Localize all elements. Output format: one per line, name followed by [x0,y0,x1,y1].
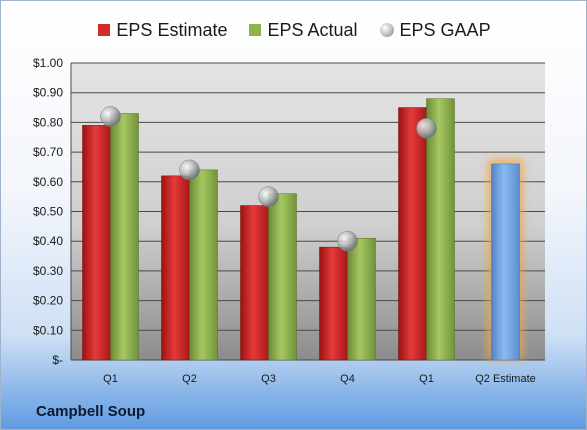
legend-item-actual: EPS Actual [249,19,358,41]
bar-eps-actual [189,169,218,361]
y-tick-label: $0.40 [33,234,63,248]
bar-eps-estimate [240,205,269,361]
legend-label-estimate: EPS Estimate [116,19,228,40]
bar-eps-estimate [398,107,427,361]
eps-chart: $1.00 $0.90 $0.80 $0.70 $0.60 $0.50 $0.40 $0.30… [33,56,545,385]
y-tick-label: $0.70 [33,145,63,159]
bar-eps-estimate [319,246,348,361]
x-tick-label: Q4 [340,373,355,385]
x-tick-label: Q3 [261,373,276,385]
legend-swatch-actual [249,24,262,36]
y-axis: $1.00 $0.90 $0.80 $0.70 $0.60 $0.50 $0.40 $0.30… [33,56,72,367]
y-tick-label: $0.90 [33,86,63,100]
bar-next-estimate [491,163,520,361]
company-name: Campbell Soup [36,403,146,420]
y-tick-label: $- [52,353,63,367]
gaap-markers [100,106,437,252]
bar-group [82,98,524,361]
chart-legend: EPS Estimate EPS Actual EPS GAAP [1,17,587,43]
x-axis: Q1 Q2 Q3 Q4 Q1 Q2 Estimate [103,373,536,385]
bar-eps-actual [426,98,455,361]
legend-swatch-estimate [98,24,111,36]
marker-eps-gaap [179,159,200,181]
legend-item-gaap: EPS GAAP [379,19,491,41]
bar-eps-estimate [161,175,190,361]
marker-eps-gaap [337,230,358,252]
legend-label-actual: EPS Actual [267,19,358,40]
bar-eps-estimate [82,125,111,361]
y-tick-label: $0.60 [33,175,63,189]
legend-swatch-gaap [379,23,394,37]
y-tick-label: $0.30 [33,264,63,278]
legend-item-estimate: EPS Estimate [98,20,227,41]
x-tick-label: Q1 [103,373,118,385]
grid-lines [71,62,545,361]
y-tick-label: $0.50 [33,205,63,219]
bar-eps-actual [268,193,297,361]
marker-eps-gaap [100,106,121,127]
y-tick-label: $0.20 [33,294,63,308]
marker-eps-gaap [258,186,279,207]
y-tick-label: $1.00 [33,56,63,70]
x-tick-label: Q2 [182,373,197,385]
x-tick-label: Q1 [419,373,434,385]
legend-label-gaap: EPS GAAP [399,19,491,40]
bar-eps-actual [347,237,376,361]
marker-eps-gaap [416,118,437,139]
y-tick-label: $0.80 [33,115,63,129]
bar-eps-actual [110,113,139,361]
y-tick-label: $0.10 [33,323,63,337]
x-tick-label: Q2 Estimate [475,373,536,385]
